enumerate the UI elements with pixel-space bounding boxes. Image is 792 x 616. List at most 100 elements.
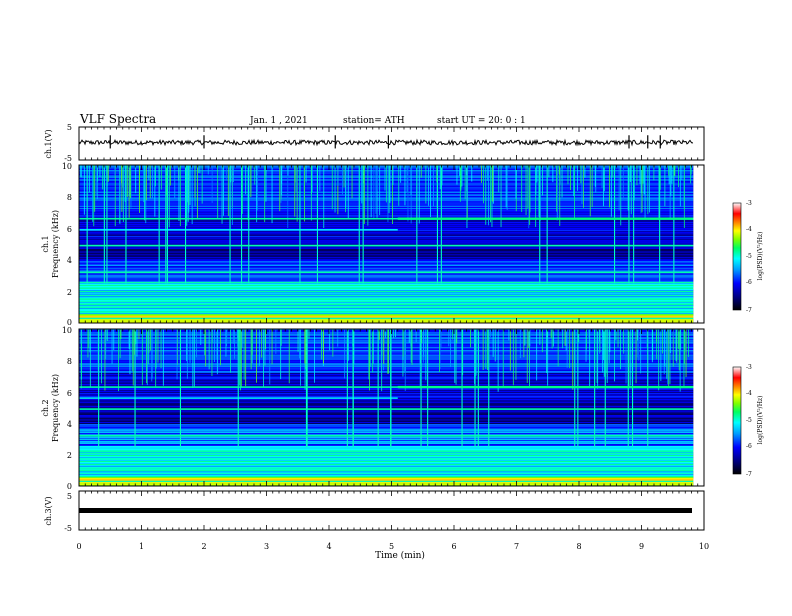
spectral-row (79, 346, 694, 348)
xtick-4: 4 (326, 542, 331, 551)
spectral-row (79, 341, 694, 343)
sferic-streak (678, 329, 680, 371)
spectral-row (79, 394, 694, 396)
ch1-cbar-tick-m5: -5 (746, 253, 752, 260)
sferic-streak (535, 165, 537, 227)
spectral-row (79, 265, 694, 267)
spectral-row (79, 284, 694, 286)
spectral-row (79, 261, 694, 263)
spectral-row (79, 395, 694, 397)
sferic-streak (80, 329, 82, 389)
spectral-row (79, 383, 694, 385)
sferic-streak (250, 165, 252, 198)
strong-sferic (229, 165, 231, 284)
sferic-streak (169, 165, 171, 186)
ch1-colorbar-label: log(PSD)(V²/Hz) (757, 232, 764, 281)
sferic-streak (589, 165, 591, 217)
strong-sferic (362, 165, 364, 284)
spectral-row (79, 473, 694, 475)
spectral-row (79, 217, 694, 219)
sferic-streak (240, 329, 241, 391)
sferic-streak (455, 329, 457, 385)
sferic-streak (567, 165, 569, 185)
ch2-cbar-tick-m5: -5 (746, 417, 752, 424)
spectral-row (79, 424, 694, 426)
sferic-streak (94, 165, 96, 212)
sferic-streak (323, 165, 325, 228)
sferic-streak (88, 165, 90, 193)
xtick-0: 0 (76, 542, 81, 551)
spectral-row (79, 411, 694, 413)
spectral-row (79, 364, 694, 366)
ch2-ytick-2: 2 (67, 451, 72, 460)
sferic-streak (299, 329, 301, 359)
spectral-row (79, 454, 694, 456)
sferic-streak (528, 165, 530, 229)
sferic-streak (379, 165, 381, 215)
spectral-row (79, 368, 694, 370)
spectral-row (79, 304, 694, 306)
sferic-streak (494, 329, 496, 362)
sferic-streak (119, 165, 121, 224)
sferic-streak (160, 165, 162, 190)
ch1-ytick-2: 2 (67, 288, 72, 297)
spectral-row (79, 472, 694, 474)
sferic-streak (126, 165, 128, 198)
sferic-streak (118, 329, 119, 392)
spectral-row (79, 363, 694, 365)
sferic-streak (393, 329, 395, 338)
sferic-streak (603, 165, 604, 207)
sferic-streak (162, 329, 164, 386)
sferic-streak (408, 329, 410, 343)
sferic-streak (211, 165, 213, 203)
sferic-streak (152, 165, 153, 199)
sferic-streak (275, 329, 277, 354)
narrowband-line (79, 386, 694, 388)
ch1-spectrogram-image (79, 165, 704, 324)
spectral-row (79, 474, 694, 476)
sferic-streak (466, 165, 467, 175)
ch1-ytick-10: 10 (62, 162, 72, 171)
ch2-frequency-ylabel: Frequency (kHz) (51, 374, 60, 442)
sferic-streak (135, 329, 137, 344)
spectral-row (79, 263, 694, 265)
sferic-streak (430, 165, 431, 217)
spectral-row (79, 369, 694, 371)
sferic-streak (304, 165, 305, 222)
sferic-streak (231, 165, 233, 225)
spectral-row (79, 459, 694, 461)
spectral-row (79, 295, 694, 297)
ch1-cbar-tick-m3: -3 (746, 200, 752, 207)
spectral-row (79, 330, 694, 332)
sferic-streak (556, 165, 558, 221)
spectral-row (79, 276, 694, 278)
sferic-streak (606, 329, 608, 374)
sferic-streak (186, 329, 187, 362)
sferic-streak (658, 329, 660, 391)
spectral-row (79, 308, 694, 310)
sferic-streak (107, 165, 109, 182)
spectral-row (79, 466, 694, 468)
sferic-streak (305, 165, 307, 183)
spectral-row (79, 320, 694, 322)
strong-sferic (125, 165, 127, 284)
spectral-row (79, 243, 694, 245)
sferic-streak (319, 165, 321, 192)
sferic-streak (573, 165, 575, 197)
sferic-streak (515, 329, 517, 380)
sferic-streak (149, 165, 151, 199)
spectral-row (79, 236, 694, 238)
spectral-row (79, 247, 694, 249)
sferic-streak (351, 165, 353, 199)
spectral-row (79, 260, 694, 262)
sferic-streak (553, 329, 554, 347)
sferic-streak (425, 329, 427, 381)
sferic-streak (376, 165, 378, 190)
sferic-streak (684, 329, 685, 364)
spectral-row (79, 224, 694, 226)
spectral-row (79, 420, 694, 422)
sferic-streak (527, 165, 529, 209)
sferic-streak (505, 165, 507, 208)
sferic-streak (535, 165, 537, 195)
sferic-streak (176, 329, 178, 380)
